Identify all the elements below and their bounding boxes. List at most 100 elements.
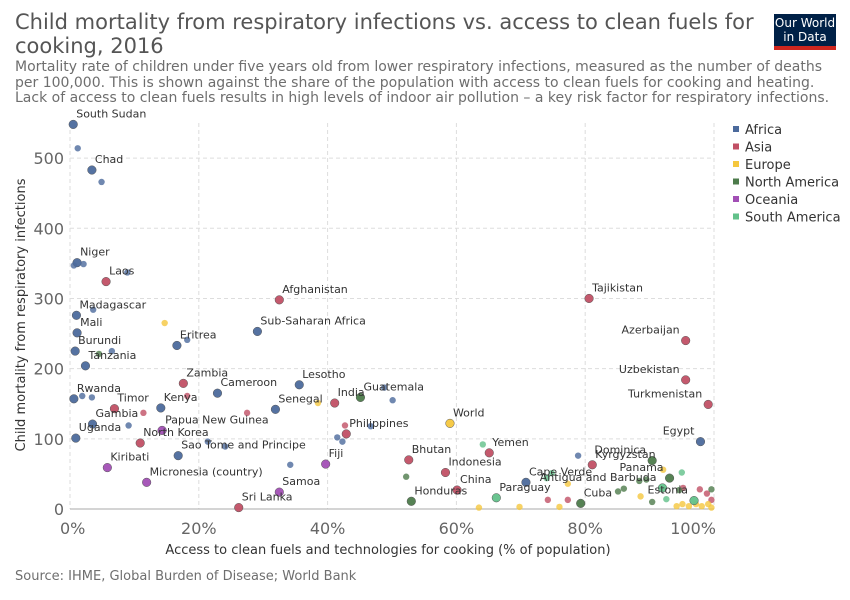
data-point[interactable] [703, 399, 713, 409]
data-point[interactable] [516, 503, 523, 511]
data-point[interactable] [402, 473, 410, 480]
data-point[interactable] [584, 293, 594, 304]
data-point[interactable] [696, 486, 704, 493]
data-point[interactable] [663, 495, 670, 503]
data-point[interactable] [341, 429, 351, 439]
data-point[interactable] [543, 474, 550, 482]
data-point[interactable] [406, 496, 416, 506]
data-point[interactable] [703, 490, 711, 497]
data-point[interactable] [685, 502, 693, 510]
data-point[interactable] [204, 438, 212, 445]
data-point[interactable] [109, 404, 119, 414]
data-point[interactable] [679, 500, 686, 508]
data-point[interactable] [355, 392, 365, 402]
data-point[interactable] [708, 486, 715, 493]
data-point[interactable] [102, 463, 112, 473]
data-point[interactable] [404, 455, 414, 465]
data-point[interactable] [184, 392, 191, 400]
data-point[interactable] [445, 418, 455, 428]
legend-item[interactable]: Asia [745, 141, 772, 156]
data-point[interactable] [71, 433, 81, 443]
data-point[interactable] [178, 378, 188, 388]
data-point[interactable] [564, 480, 572, 487]
data-point[interactable] [287, 461, 294, 468]
data-point[interactable] [234, 503, 244, 513]
legend-item[interactable]: North America [745, 176, 839, 191]
data-point[interactable] [89, 306, 97, 313]
data-point[interactable] [142, 477, 152, 487]
data-point[interactable] [556, 503, 563, 511]
data-point[interactable] [637, 493, 644, 500]
data-point[interactable] [72, 328, 82, 338]
data-point[interactable] [274, 295, 284, 305]
data-point[interactable] [70, 346, 80, 356]
data-point[interactable] [274, 487, 284, 497]
data-point[interactable] [80, 361, 91, 371]
data-point[interactable] [475, 504, 483, 511]
data-point[interactable] [270, 404, 280, 414]
data-point[interactable] [681, 375, 691, 385]
data-point[interactable] [695, 437, 706, 447]
data-point[interactable] [173, 451, 183, 461]
legend-item[interactable]: South America [745, 211, 841, 226]
data-point[interactable] [252, 326, 262, 336]
data-point[interactable] [80, 260, 87, 268]
data-point[interactable] [184, 336, 191, 344]
data-point[interactable] [574, 452, 582, 459]
data-point[interactable] [95, 350, 103, 358]
data-point[interactable] [389, 397, 396, 404]
legend-swatch[interactable] [733, 178, 739, 185]
legend-item[interactable]: Europe [745, 158, 791, 173]
data-point[interactable] [69, 394, 79, 404]
data-point[interactable] [172, 340, 182, 351]
data-point[interactable] [678, 469, 685, 476]
data-point[interactable] [341, 422, 349, 429]
data-point[interactable] [665, 473, 675, 483]
data-point[interactable] [648, 498, 656, 506]
data-point[interactable] [212, 388, 223, 398]
data-point[interactable] [71, 310, 81, 320]
data-point[interactable] [676, 486, 683, 494]
data-point[interactable] [484, 448, 494, 458]
data-point[interactable] [698, 502, 705, 510]
data-point[interactable] [647, 456, 657, 466]
owid-logo[interactable]: Our World in Data [774, 14, 836, 50]
data-point[interactable] [135, 438, 145, 448]
data-point[interactable] [68, 119, 78, 129]
legend-swatch[interactable] [733, 126, 739, 132]
data-point[interactable] [157, 425, 167, 435]
data-point[interactable] [294, 380, 304, 390]
data-point[interactable] [156, 403, 166, 413]
data-point[interactable] [440, 467, 451, 478]
data-point[interactable] [521, 477, 531, 487]
data-point[interactable] [381, 384, 388, 391]
data-point[interactable] [101, 277, 111, 287]
data-point[interactable] [161, 319, 168, 327]
data-point[interactable] [74, 145, 81, 152]
data-point[interactable] [544, 496, 552, 504]
data-point[interactable] [108, 347, 116, 355]
data-point[interactable] [339, 438, 346, 445]
data-point[interactable] [87, 165, 97, 175]
data-point[interactable] [125, 422, 132, 429]
data-point[interactable] [452, 485, 462, 495]
data-point[interactable] [657, 483, 668, 493]
data-point[interactable] [243, 409, 251, 417]
data-point[interactable] [334, 434, 341, 441]
data-point[interactable] [79, 392, 86, 400]
data-point[interactable] [564, 496, 572, 504]
legend-item[interactable]: Oceania [745, 193, 798, 208]
data-point[interactable] [70, 262, 78, 269]
data-point[interactable] [614, 488, 622, 495]
legend-swatch[interactable] [733, 161, 739, 167]
data-point[interactable] [314, 399, 322, 407]
data-point[interactable] [479, 441, 487, 448]
data-point[interactable] [548, 470, 555, 477]
data-point[interactable] [321, 459, 331, 469]
legend-swatch[interactable] [733, 213, 739, 220]
data-point[interactable] [620, 485, 628, 492]
data-point[interactable] [367, 422, 374, 430]
legend-swatch[interactable] [733, 196, 739, 202]
data-point[interactable] [140, 409, 147, 417]
data-point[interactable] [576, 498, 586, 508]
